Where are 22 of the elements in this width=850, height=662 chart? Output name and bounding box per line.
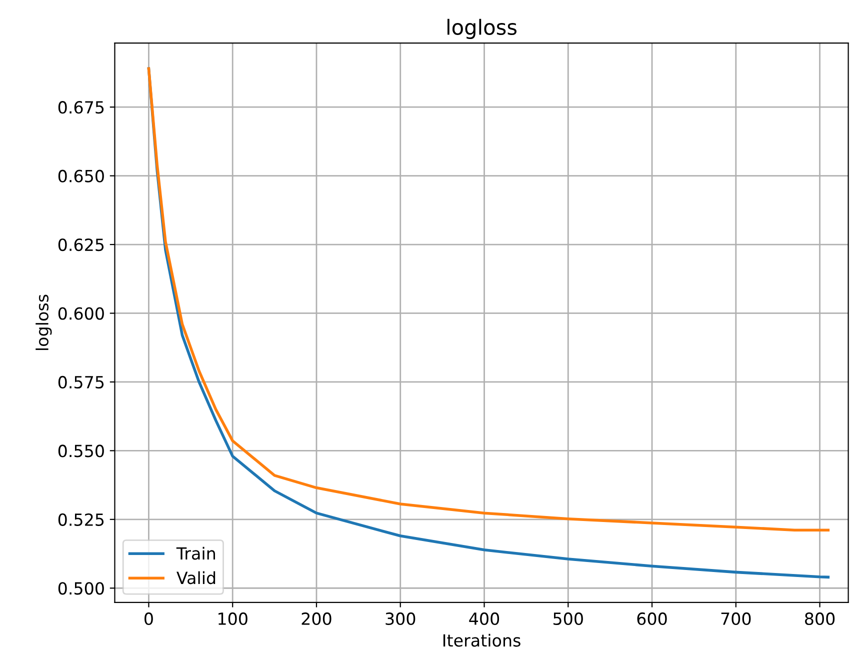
x-tick-label: 200: [302, 612, 332, 626]
y-tick-label: 0.500: [58, 582, 104, 595]
legend-label: Train: [176, 546, 215, 560]
x-tick-label: 100: [218, 612, 248, 626]
x-axis-title: Iterations: [443, 634, 520, 647]
x-tick-label: 500: [554, 612, 583, 626]
legend-label: Valid: [176, 571, 216, 584]
y-tick-label: 0.575: [58, 376, 104, 389]
x-tick-label: 400: [469, 612, 500, 626]
y-tick-label: 0.675: [58, 101, 104, 114]
x-tick-label: 300: [386, 612, 416, 626]
x-tick-label: 800: [805, 612, 835, 626]
y-tick-label: 0.525: [58, 513, 104, 526]
y-tick-label: 0.650: [58, 170, 104, 182]
x-tick-label: 600: [637, 612, 667, 626]
y-tick-label: 0.625: [58, 238, 104, 252]
y-tick-label: 0.550: [58, 444, 104, 458]
y-axis-title: logloss: [36, 294, 52, 350]
y-tick-label: 0.600: [58, 307, 104, 320]
x-tick-label: 0: [144, 612, 153, 626]
chart-title: logloss: [447, 18, 517, 40]
x-tick-label: 700: [721, 612, 751, 626]
